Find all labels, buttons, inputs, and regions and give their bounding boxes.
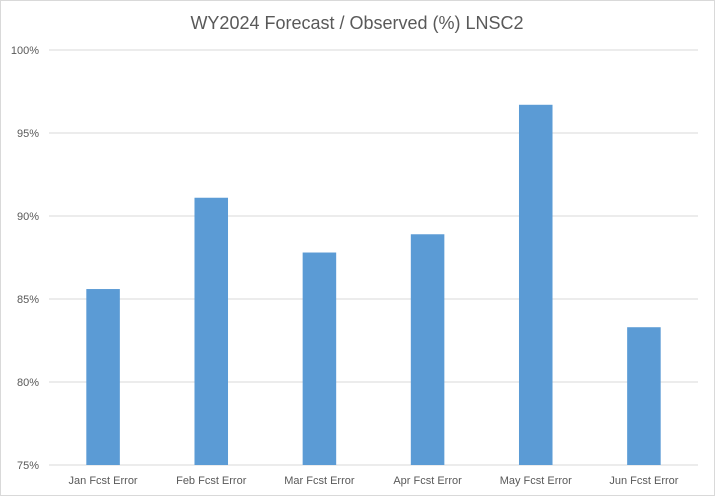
y-tick-label: 85% <box>17 294 39 306</box>
y-tick-label: 75% <box>17 460 39 472</box>
bar-mar <box>302 252 337 465</box>
bars <box>86 104 661 466</box>
x-tick-label: May Fcst Error <box>500 475 572 487</box>
y-tick-label: 95% <box>17 128 39 140</box>
chart-title: WY2024 Forecast / Observed (%) LNSC2 <box>190 13 523 33</box>
x-axis-ticks: Jan Fcst Error Feb Fcst Error Mar Fcst Err… <box>69 475 679 487</box>
bar-jun <box>627 327 661 465</box>
y-tick-label: 100% <box>11 45 39 57</box>
bar-jan <box>86 289 120 465</box>
x-tick-label: Feb Fcst Error <box>176 475 247 487</box>
bar-may <box>518 104 553 465</box>
y-tick-label: 90% <box>17 211 39 223</box>
gridlines <box>49 49 698 466</box>
x-tick-label: Jan Fcst Error <box>69 475 138 487</box>
x-tick-label: Mar Fcst Error <box>284 475 355 487</box>
y-tick-label: 80% <box>17 377 39 389</box>
bar-apr <box>410 234 445 465</box>
bar-feb <box>194 197 229 466</box>
x-tick-label: Apr Fcst Error <box>393 475 462 487</box>
y-axis-ticks: 75% 80% 85% 90% 95% 100% <box>11 45 39 472</box>
x-tick-label: Jun Fcst Error <box>609 475 678 487</box>
